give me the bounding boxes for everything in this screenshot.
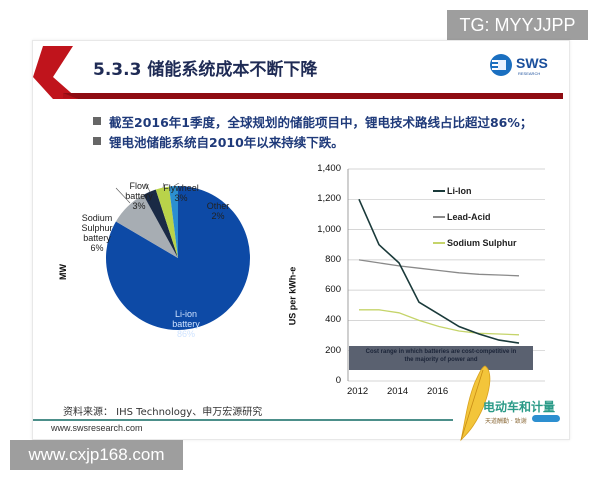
overlay-logo-sub: 天道酬勤 · 致谢 <box>485 418 527 425</box>
svg-text:SWS: SWS <box>516 55 548 71</box>
pie-label-text: Sodium <box>81 213 113 223</box>
bullet-text: 锂电池储能系统自2010年以来持续下跌。 <box>109 134 344 150</box>
cost-range-annotation: Cost range in which batteries are cost-c… <box>349 346 533 370</box>
bullet-item: 截至2016年1季度，全球规划的储能项目中，锂电技术路线占比超过86%； <box>93 111 532 131</box>
title-bar <box>33 46 563 99</box>
pie-label-pct: 6% <box>90 243 104 253</box>
watermark-site: www.cxjp168.com <box>10 440 183 470</box>
pie-label-flow: Flow battery 3% <box>119 181 159 211</box>
xtick: 2014 <box>387 386 409 397</box>
pie-slice-sodium-sulphur <box>115 194 178 258</box>
series-li-ion <box>358 198 520 344</box>
xtick: 2012 <box>347 386 369 397</box>
legend-sodium-sulphur: Sodium Sulphur <box>433 238 517 248</box>
pie-chart <box>105 183 250 330</box>
ytick: 600 <box>325 284 341 295</box>
series-sodium-sulphur <box>359 309 520 336</box>
pie-label-pct: 2% <box>211 211 225 221</box>
pie-label-text: Flow <box>129 181 149 191</box>
legend-lead-acid: Lead-Acid <box>433 212 491 222</box>
pie-slice-li-ion <box>105 186 250 330</box>
source-note: 资料来源： IHS Technology、申万宏源研究 <box>63 407 263 418</box>
pie-label-text: battery <box>125 191 153 201</box>
ytick: 200 <box>325 345 341 356</box>
pie-label-pct: 86% <box>176 329 195 339</box>
watermark-tg: TG: MYYJJPP <box>447 10 588 40</box>
pie-label-text: Flywheel <box>163 183 199 193</box>
pie-label-flywheel: Flywheel 3% <box>159 183 203 203</box>
bullet-item: 锂电池储能系统自2010年以来持续下跌。 <box>93 131 532 151</box>
pie-label-text: battery <box>172 319 200 329</box>
pie-label-sodium: Sodium Sulphur battery 6% <box>77 213 117 253</box>
pie-slice-flow <box>143 189 178 258</box>
ytick: 400 <box>325 314 341 325</box>
bullet-list: 截至2016年1季度，全球规划的储能项目中，锂电技术路线占比超过86%； 锂电池… <box>93 111 532 151</box>
annotation-text: the majority of power and <box>404 357 478 363</box>
feather-icon <box>460 365 491 442</box>
legend-label: Lead-Acid <box>447 212 491 222</box>
footer-divider <box>33 419 453 421</box>
legend-swatch <box>433 190 445 192</box>
pie-slice-other <box>168 186 178 258</box>
legend-label: Sodium Sulphur <box>447 238 517 248</box>
ytick: 0 <box>335 375 341 386</box>
xtick: 2016 <box>427 386 449 397</box>
legend-swatch <box>433 216 445 218</box>
ytick: 1,000 <box>317 224 341 235</box>
pie-label-other: Other 2% <box>203 201 233 221</box>
pie-ylabel: MW <box>58 264 68 280</box>
pie-slice-flywheel <box>155 186 178 258</box>
legend-swatch <box>433 242 445 244</box>
bullet-square-icon <box>93 137 101 145</box>
svg-text:RESEARCH: RESEARCH <box>518 71 540 76</box>
legend-label: Li-Ion <box>447 186 472 196</box>
ytick: 800 <box>325 254 341 265</box>
legend-li-ion: Li-Ion <box>433 186 472 196</box>
sws-logo-icon: SWS RESEARCH <box>490 54 548 76</box>
footer-url: www.swsresearch.com <box>51 423 143 433</box>
series-lead-acid <box>358 259 520 277</box>
overlay-logo-text: 电动车和计量 <box>483 400 556 414</box>
bullet-square-icon <box>93 117 101 125</box>
pie-label-text: Li-ion <box>174 309 197 319</box>
red-chevron-icon <box>33 46 78 99</box>
bullet-text: 截至2016年1季度，全球规划的储能项目中，锂电技术路线占比超过86%； <box>109 114 533 130</box>
annotation-text: Cost range in which batteries are cost-c… <box>365 349 517 355</box>
pie-label-pct: 3% <box>174 193 188 203</box>
overlay-logo-pill <box>532 415 560 422</box>
ytick: 1,400 <box>317 163 341 174</box>
pie-label-text: Other <box>206 201 230 211</box>
pie-label-text: Sulphur <box>81 223 113 233</box>
line-ylabel: US per kWh-e <box>287 266 298 326</box>
pie-label-pct: 3% <box>132 201 146 211</box>
slide-title: 5.3.3 储能系统成本不断下降 <box>93 60 318 80</box>
ytick: 1,200 <box>317 193 341 204</box>
pie-label-text: battery <box>83 233 111 243</box>
pie-label-li-ion: Li-ion battery 86% <box>161 309 211 339</box>
slide: 5.3.3 储能系统成本不断下降 SWS RESEARCH 截至2016年1季度… <box>32 40 570 440</box>
